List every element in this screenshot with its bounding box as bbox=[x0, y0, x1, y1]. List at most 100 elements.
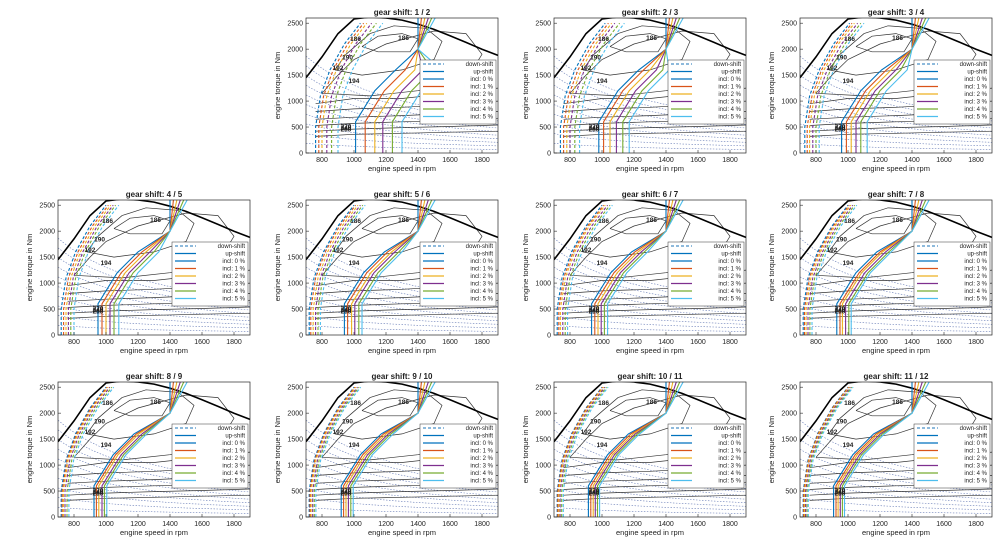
power-line bbox=[306, 439, 498, 489]
contour-label: 260 bbox=[835, 127, 846, 134]
downshift-line bbox=[804, 22, 851, 153]
contour-label: 186 bbox=[398, 35, 409, 42]
power-line bbox=[800, 296, 992, 321]
y-tick-label: 500 bbox=[43, 489, 55, 496]
power-line bbox=[554, 114, 746, 139]
subplot-title: gear shift: 1 / 2 bbox=[374, 8, 431, 17]
x-tick-label: 800 bbox=[564, 521, 576, 528]
upshift-line bbox=[358, 200, 433, 335]
upshift-line bbox=[615, 18, 677, 153]
downshift-line bbox=[557, 386, 604, 517]
legend-label: incl: 0 % bbox=[718, 259, 741, 265]
contour-label: 186 bbox=[350, 218, 361, 225]
legend-label: incl: 4 % bbox=[470, 471, 493, 477]
power-line bbox=[58, 305, 250, 325]
y-tick-label: 2000 bbox=[781, 411, 797, 418]
y-axis-label: engine torque in Nm bbox=[767, 416, 776, 484]
contour-label: 186 bbox=[646, 217, 657, 224]
contour-label: 260 bbox=[589, 491, 600, 498]
bsfc-contour bbox=[809, 124, 992, 132]
y-axis-label: engine torque in Nm bbox=[25, 416, 34, 484]
y-tick-label: 500 bbox=[291, 125, 303, 132]
downshift-line bbox=[331, 22, 377, 153]
y-axis-label: engine torque in Nm bbox=[767, 52, 776, 120]
upshift-line bbox=[105, 200, 178, 335]
downshift-line bbox=[567, 204, 613, 335]
contour-label: 260 bbox=[341, 127, 352, 134]
y-tick-label: 2000 bbox=[781, 47, 797, 54]
upshift-line bbox=[841, 18, 913, 153]
subplot-title: gear shift: 4 / 5 bbox=[126, 190, 183, 199]
y-tick-label: 1500 bbox=[287, 73, 303, 80]
power-line bbox=[554, 507, 746, 514]
x-axis-label: engine speed in rpm bbox=[862, 528, 930, 537]
contour-label: 194 bbox=[349, 78, 360, 85]
upshift-line bbox=[587, 382, 667, 517]
y-tick-label: 0 bbox=[299, 151, 303, 158]
downshift-line bbox=[308, 204, 355, 335]
bsfc-contour bbox=[563, 488, 746, 496]
power-line bbox=[554, 305, 746, 325]
legend-label: incl: 0 % bbox=[718, 441, 741, 447]
bsfc-contour bbox=[86, 207, 195, 258]
contour-label: 190 bbox=[836, 419, 847, 426]
downshift-line bbox=[805, 386, 851, 517]
x-tick-label: 1200 bbox=[626, 521, 642, 528]
bsfc-contour bbox=[809, 312, 992, 319]
x-tick-label: 1400 bbox=[410, 157, 426, 164]
y-tick-label: 1000 bbox=[39, 281, 55, 288]
y-tick-label: 500 bbox=[539, 125, 551, 132]
contour-label: 190 bbox=[342, 55, 353, 62]
y-axis-label: engine torque in Nm bbox=[521, 52, 530, 120]
contour-label: 186 bbox=[844, 400, 855, 407]
downshift-line bbox=[62, 386, 109, 517]
power-line bbox=[306, 429, 498, 486]
legend-label: incl: 3 % bbox=[964, 464, 987, 470]
full-load-curve bbox=[554, 200, 746, 261]
subplot-title: gear shift: 2 / 3 bbox=[622, 8, 679, 17]
legend-label: incl: 5 % bbox=[718, 115, 741, 121]
power-line bbox=[554, 65, 746, 122]
x-tick-label: 1800 bbox=[474, 521, 490, 528]
y-axis-label: engine torque in Nm bbox=[767, 234, 776, 302]
contour-label: 186 bbox=[102, 218, 113, 225]
legend-box bbox=[419, 423, 497, 489]
downshift-line bbox=[317, 204, 364, 335]
x-tick-label: 1400 bbox=[904, 521, 920, 528]
contour-label: 190 bbox=[836, 237, 847, 244]
legend-label: down-shift bbox=[466, 426, 494, 432]
power-line bbox=[306, 286, 498, 318]
contour-label: 194 bbox=[843, 260, 854, 267]
power-line bbox=[554, 133, 746, 147]
y-tick-label: 2500 bbox=[535, 21, 551, 28]
downshift-line bbox=[61, 386, 108, 517]
power-line bbox=[58, 266, 250, 311]
power-line bbox=[800, 325, 992, 332]
x-tick-label: 1800 bbox=[722, 521, 738, 528]
bsfc-contour bbox=[315, 306, 498, 314]
contour-label: 240 bbox=[589, 307, 600, 314]
contour-label: 194 bbox=[101, 442, 112, 449]
y-tick-label: 500 bbox=[539, 489, 551, 496]
downshift-line bbox=[60, 204, 107, 335]
y-tick-label: 0 bbox=[299, 515, 303, 522]
contour-label: 220 bbox=[93, 306, 104, 313]
power-line bbox=[306, 104, 498, 136]
y-tick-label: 2000 bbox=[287, 229, 303, 236]
contour-label: 190 bbox=[836, 55, 847, 62]
downshift-line bbox=[309, 386, 356, 517]
legend-box bbox=[913, 241, 991, 307]
upshift-line bbox=[833, 382, 913, 517]
contour-label: 220 bbox=[341, 306, 352, 313]
downshift-line bbox=[68, 386, 115, 517]
x-tick-label: 1000 bbox=[346, 157, 362, 164]
upshift-line bbox=[839, 200, 916, 335]
subplot-title: gear shift: 6 / 7 bbox=[622, 190, 679, 199]
upshift-line bbox=[596, 382, 681, 517]
